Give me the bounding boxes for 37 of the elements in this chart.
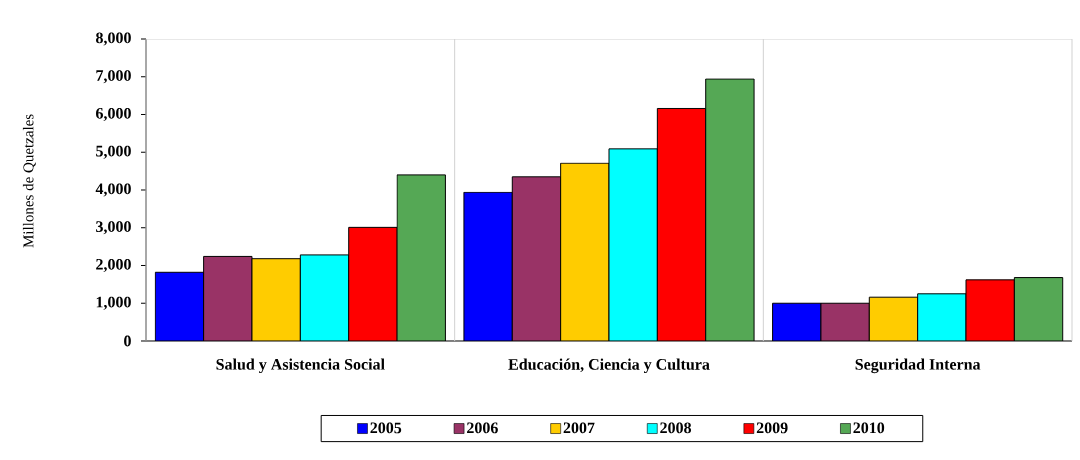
x-tick-label: Salud y Asistencia Social <box>216 358 385 374</box>
legend-label: 2007 <box>563 422 595 434</box>
legend-label: 2009 <box>756 422 788 434</box>
bar <box>917 293 967 341</box>
y-axis-title: Millones de Quetzales <box>22 114 36 248</box>
x-tick-label: Educación, Ciencia y Cultura <box>508 358 710 374</box>
y-tick-label: 8,000 <box>96 32 131 46</box>
bar <box>560 163 609 341</box>
bar <box>397 174 446 341</box>
y-tick-label: 1,000 <box>96 296 131 310</box>
y-tick-label: 0 <box>124 335 131 347</box>
bar <box>251 258 301 341</box>
y-tick-label: 4,000 <box>95 183 131 197</box>
bar <box>300 254 349 341</box>
legend-label: 2008 <box>660 422 692 434</box>
legend-label: 2005 <box>370 422 402 434</box>
bar <box>512 176 561 341</box>
x-tick-label: Seguridad Interna <box>855 358 981 374</box>
legend-label: 2006 <box>467 422 498 434</box>
y-tick-label: 5,000 <box>96 145 131 159</box>
bar <box>772 302 822 341</box>
bar <box>1013 277 1064 341</box>
bar <box>348 227 398 341</box>
legend-label: 2010 <box>853 422 885 434</box>
bar <box>609 148 658 341</box>
bar <box>965 279 1015 341</box>
y-tick-label: 3,000 <box>96 221 131 235</box>
y-tick-label: 6,000 <box>96 107 131 122</box>
bar <box>203 256 252 341</box>
bar <box>657 108 706 341</box>
bar <box>868 296 919 341</box>
bar <box>463 192 513 341</box>
y-tick-label: 7,000 <box>96 70 131 84</box>
bar <box>705 79 755 341</box>
bar <box>155 272 204 341</box>
y-tick-label: 2,000 <box>96 258 131 273</box>
bar <box>820 302 870 341</box>
